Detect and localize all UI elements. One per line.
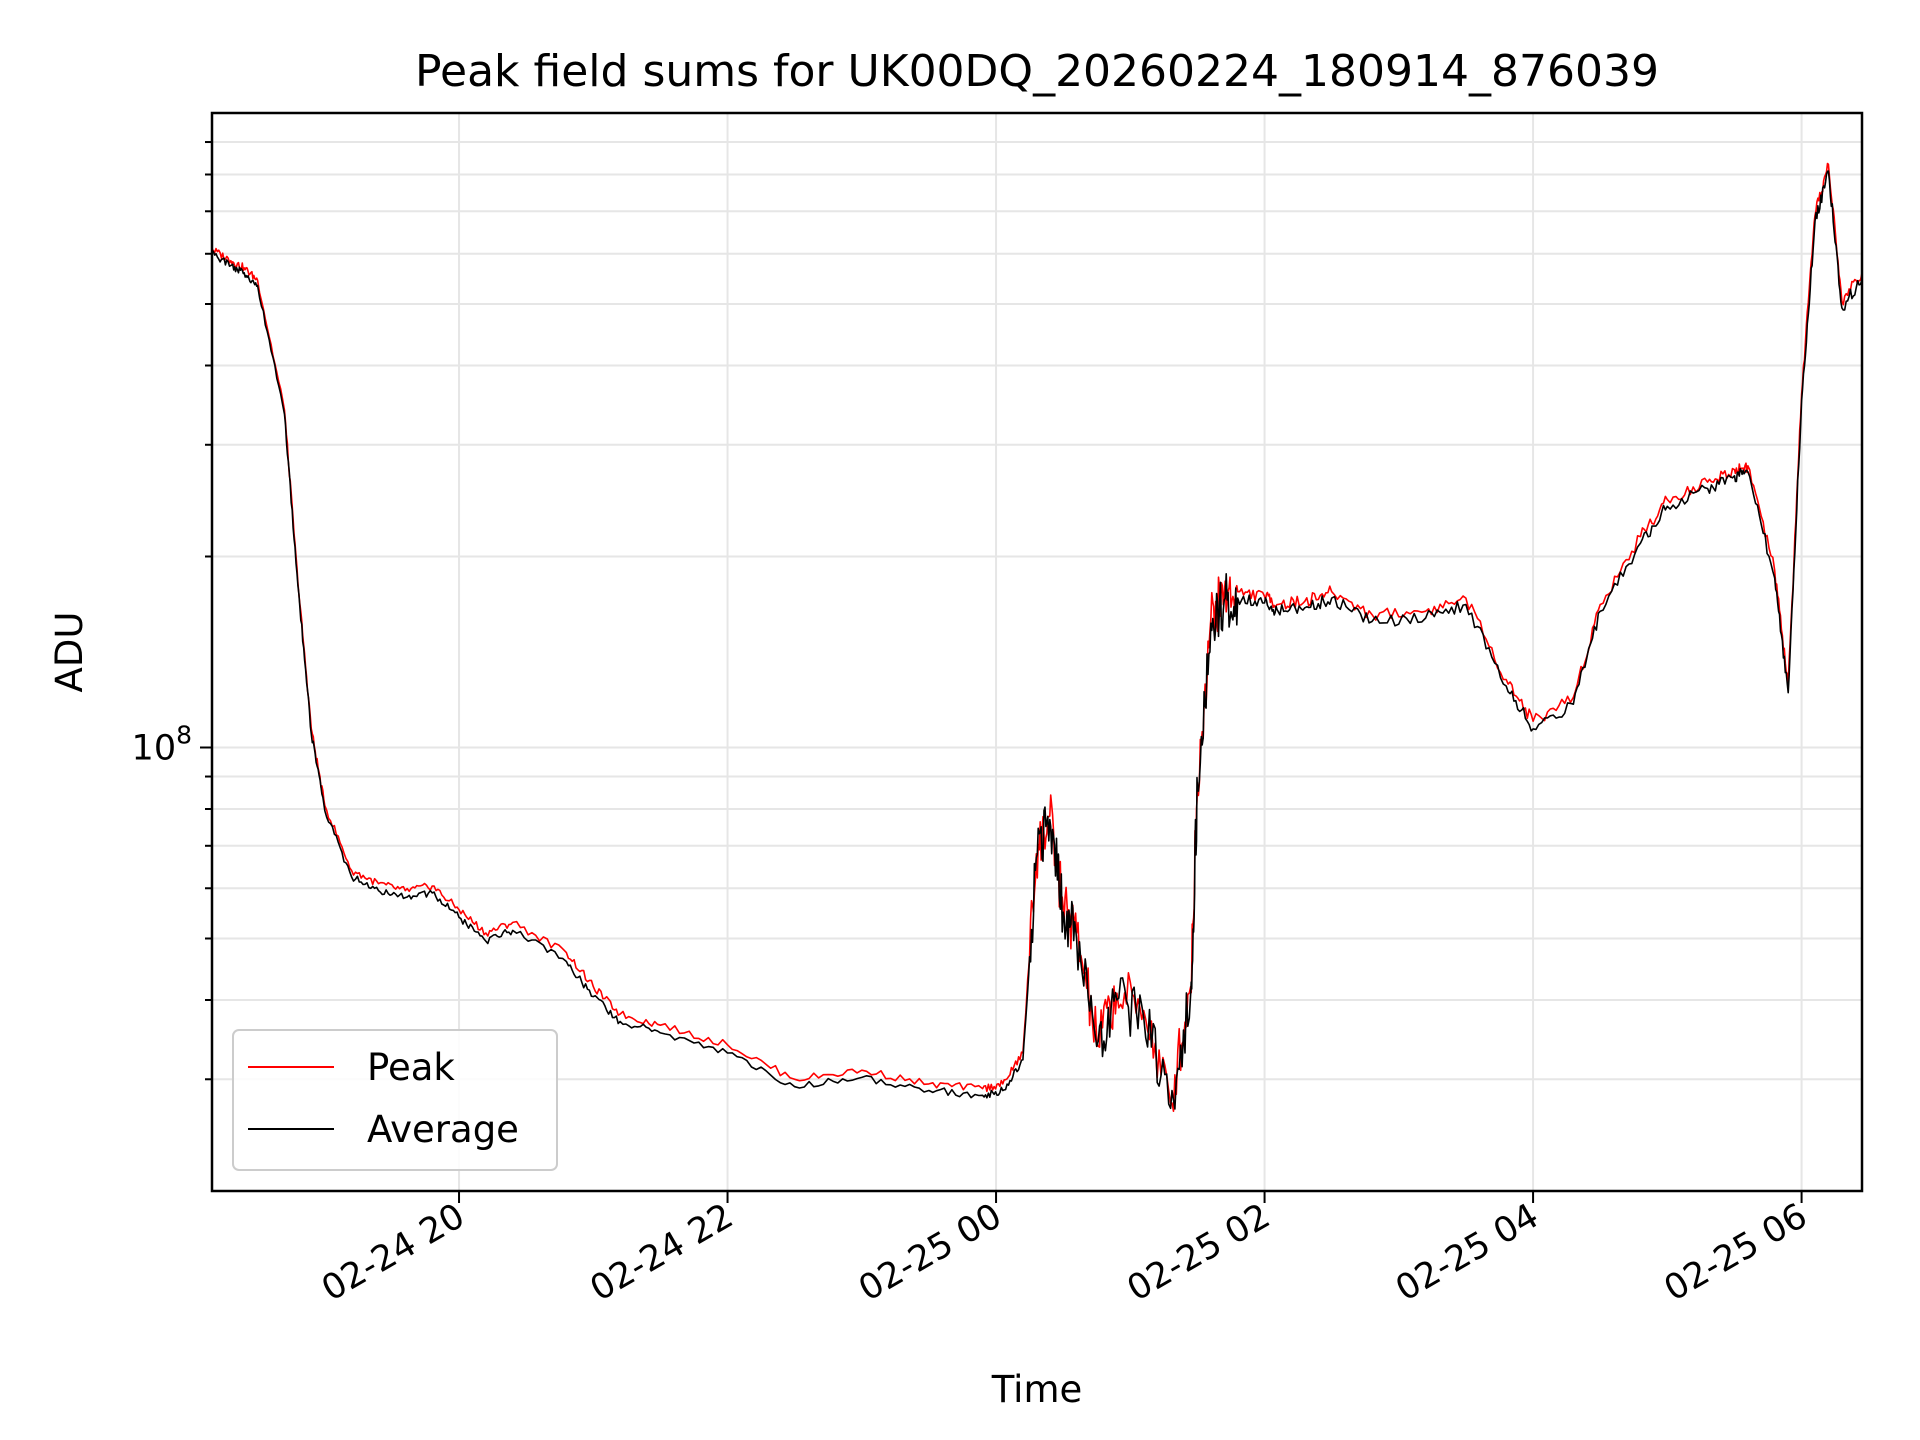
x-tick-label: 02-25 02 [1121, 1196, 1277, 1309]
legend-box [232, 1029, 558, 1171]
plot-frame [210, 111, 1864, 1193]
legend-label-average: Average [367, 1108, 519, 1151]
x-axis-label: Time [991, 1368, 1083, 1411]
grid [212, 113, 1862, 1191]
series-lines [211, 162, 1863, 1112]
legend: Peak Average [232, 1029, 558, 1171]
series-line-average [211, 170, 1863, 1110]
x-tick-label: 02-24 22 [584, 1196, 740, 1309]
x-tick-label: 02-25 06 [1658, 1196, 1814, 1309]
x-tick-label: 02-24 20 [315, 1196, 471, 1309]
y-tick-label: 108 [132, 721, 192, 769]
x-tick-label: 02-25 00 [852, 1196, 1008, 1309]
chart-title: Peak field sums for UK00DQ_20260224_1809… [415, 46, 1659, 97]
y-axis-label: ADU [48, 612, 91, 693]
legend-label-peak: Peak [367, 1046, 455, 1089]
x-tick-label: 02-25 04 [1389, 1196, 1545, 1309]
series-line-peak [211, 162, 1863, 1112]
